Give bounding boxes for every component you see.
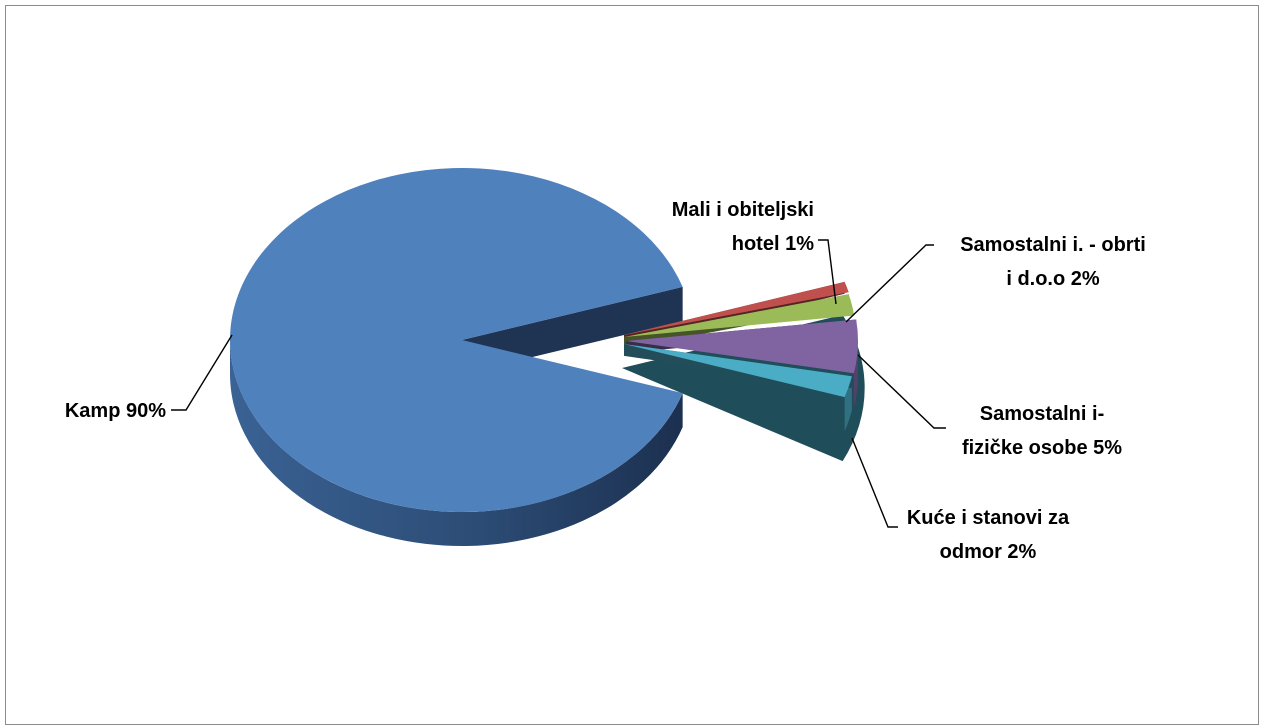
leader-line-1 [818,239,837,305]
data-label-3: Samostalni i-fizičke osobe 5% [962,403,1122,459]
data-label-2-line-0: Samostalni i. - obrti [960,234,1146,256]
data-label-4-line-0: Kuće i stanovi za [907,507,1070,529]
data-label-2: Samostalni i. - obrti i d.o.o 2% [960,234,1146,290]
data-label-3-line-1: fizičke osobe 5% [962,437,1122,459]
data-label-4-line-1: odmor 2% [940,541,1037,563]
data-label-2-line-1: i d.o.o 2% [1006,268,1100,290]
pie-slice-slice-4 [624,344,852,432]
data-label-3-line-0: Samostalni i- [980,403,1104,425]
data-label-1-line-0: Mali i obiteljski [672,199,814,221]
data-label-1-line-1: hotel 1% [732,233,814,255]
leader-line-2 [845,244,934,323]
leader-line-3 [857,354,946,429]
data-label-1: Mali i obiteljski hotel 1% [672,199,814,255]
leader-line-4 [851,437,898,528]
data-label-4: Kuće i stanovi za odmor 2% [907,507,1070,563]
data-label-0-line-0: Kamp 90% [65,400,166,422]
leader-line-0 [171,334,233,411]
pie-slice-kamp [230,168,683,547]
pie-slice-slice-2 [624,294,855,349]
pie-slice-slice-3 [626,319,858,408]
data-label-0: Kamp 90% [65,400,166,422]
